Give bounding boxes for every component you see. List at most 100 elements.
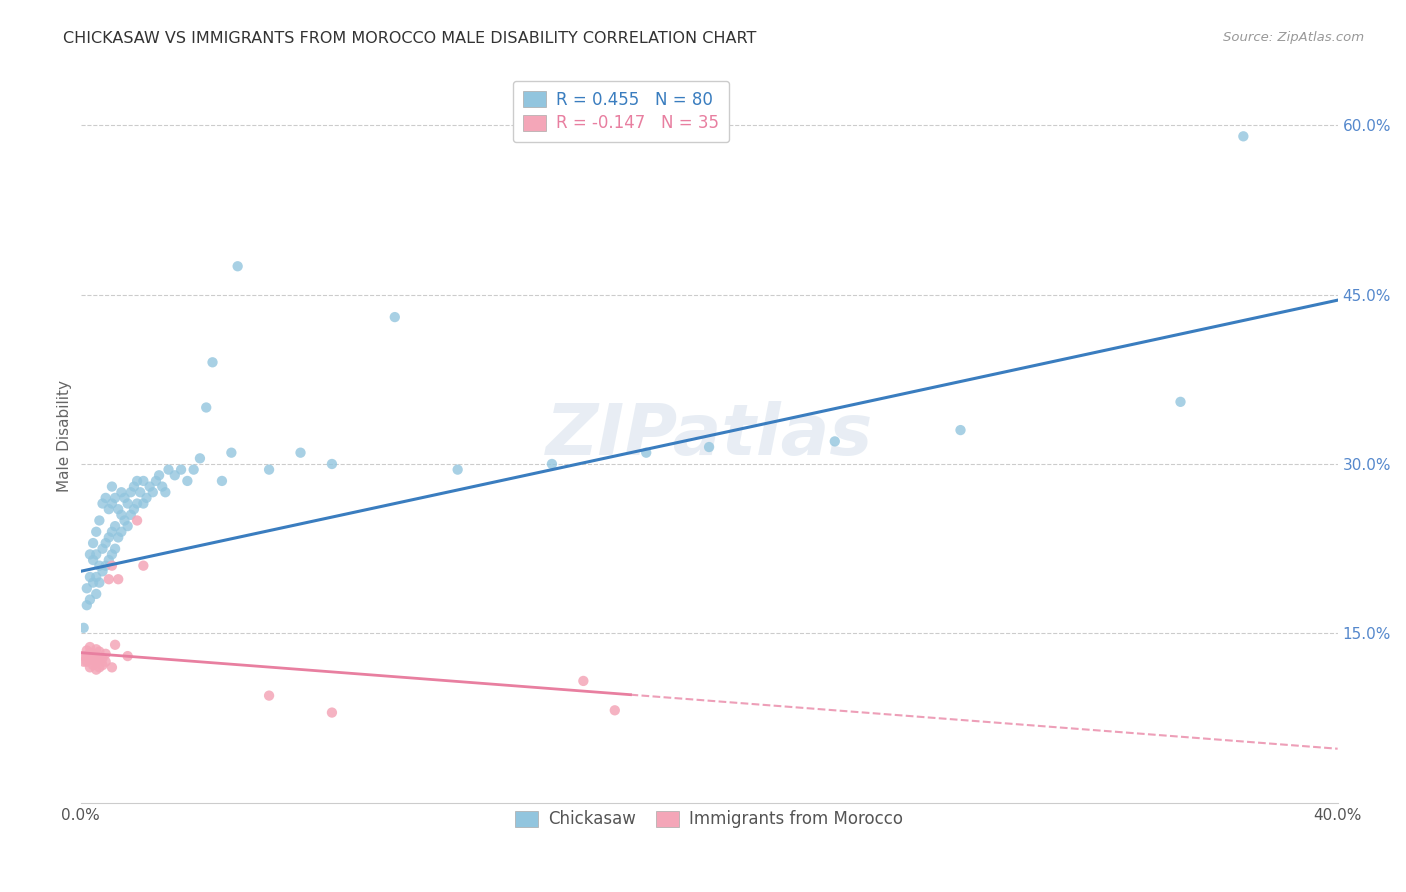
Point (79, 651, 101, 665)
Point (135, 491, 157, 505)
Point (697, 440, 720, 454)
Point (117, 496, 139, 510)
Point (125, 496, 148, 510)
Point (132, 558, 155, 573)
Point (148, 468, 170, 483)
Point (125, 474, 148, 488)
Point (114, 491, 136, 505)
Point (89, 651, 111, 665)
Point (183, 462, 205, 476)
Point (84, 587, 107, 601)
Point (89, 660, 111, 674)
Point (91, 651, 114, 665)
Point (104, 638, 127, 652)
Point (91, 496, 114, 510)
Point (176, 474, 198, 488)
Point (110, 524, 132, 539)
Point (321, 457, 343, 471)
Point (84, 642, 107, 657)
Point (101, 558, 124, 573)
Point (76, 643, 98, 657)
Point (101, 524, 124, 539)
Point (132, 474, 155, 488)
Point (636, 445, 658, 459)
Point (82, 575, 104, 590)
Point (321, 706, 343, 720)
Point (94, 647, 117, 661)
Point (132, 496, 155, 510)
Point (97, 530, 120, 544)
Point (142, 485, 165, 500)
Point (89, 558, 111, 573)
Point (91, 658, 114, 673)
Point (97, 502, 120, 516)
Point (79, 640, 101, 654)
Point (84, 524, 107, 539)
Point (150, 479, 173, 493)
Point (107, 530, 129, 544)
Point (76, 599, 98, 613)
Point (84, 649, 107, 664)
Point (257, 689, 280, 703)
Point (122, 502, 145, 516)
Point (72, 621, 94, 635)
Point (101, 496, 124, 510)
Point (257, 462, 280, 476)
Point (446, 462, 468, 476)
Point (97, 553, 120, 567)
Point (84, 548, 107, 562)
Legend: Chickasaw, Immigrants from Morocco: Chickasaw, Immigrants from Morocco (508, 804, 910, 835)
Point (226, 259, 249, 273)
Point (155, 485, 177, 500)
Point (824, 434, 846, 449)
Point (129, 485, 152, 500)
Point (94, 655, 117, 669)
Point (89, 575, 111, 590)
Point (101, 660, 124, 674)
Point (79, 592, 101, 607)
Point (104, 491, 127, 505)
Point (79, 570, 101, 584)
Point (94, 491, 117, 505)
Point (72, 655, 94, 669)
Point (603, 703, 626, 717)
Point (117, 649, 139, 664)
Point (101, 548, 124, 562)
Point (125, 513, 148, 527)
Point (110, 508, 132, 522)
Y-axis label: Male Disability: Male Disability (58, 380, 72, 491)
Point (201, 355, 224, 369)
Point (82, 652, 104, 666)
Point (120, 485, 142, 500)
Point (82, 647, 104, 661)
Point (114, 513, 136, 527)
Point (572, 673, 595, 688)
Point (97, 572, 120, 586)
Point (79, 660, 101, 674)
Point (107, 572, 129, 586)
Point (1170, 394, 1192, 409)
Point (94, 536, 117, 550)
Point (76, 655, 98, 669)
Point (91, 565, 114, 579)
Point (76, 582, 98, 596)
Point (82, 553, 104, 567)
Point (94, 558, 117, 573)
Point (384, 310, 406, 324)
Point (117, 519, 139, 533)
Point (79, 646, 101, 660)
Point (104, 519, 127, 533)
Point (82, 658, 104, 673)
Point (163, 468, 186, 483)
Point (170, 462, 193, 476)
Point (101, 479, 124, 493)
Text: CHICKASAW VS IMMIGRANTS FROM MOROCCO MALE DISABILITY CORRELATION CHART: CHICKASAW VS IMMIGRANTS FROM MOROCCO MAL… (63, 31, 756, 46)
Point (541, 457, 564, 471)
Point (91, 541, 114, 556)
Point (84, 663, 107, 677)
Point (120, 508, 142, 522)
Point (188, 451, 211, 466)
Point (82, 536, 104, 550)
Point (949, 423, 972, 437)
Point (84, 570, 107, 584)
